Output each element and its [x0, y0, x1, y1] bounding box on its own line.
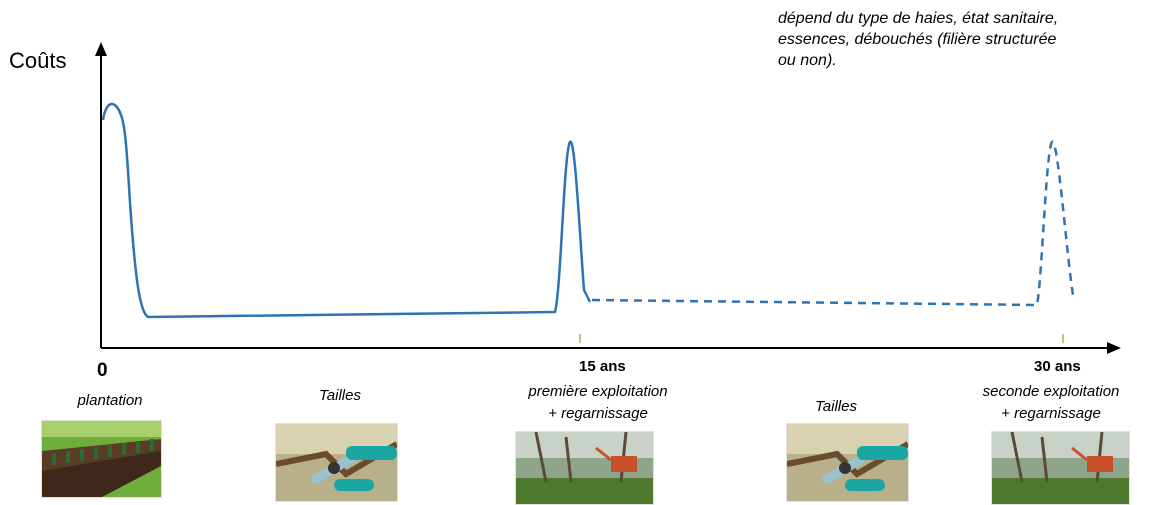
y-axis-label: Coûts — [9, 48, 67, 73]
milestone-15-line2: + regarnissage — [548, 405, 648, 422]
origin-label: 0 — [97, 360, 108, 381]
forestry-machine-photo-2 — [991, 431, 1130, 505]
y-axis-arrowhead — [95, 42, 107, 56]
note-text: dépend du type de haies, état sanitaire,… — [778, 10, 1059, 69]
pruning-shears-photo-2 — [786, 423, 909, 502]
stage-label-plantation: plantation — [77, 392, 143, 409]
cost-curve-solid — [101, 102, 592, 319]
milestone-30-line2: + regarnissage — [1001, 405, 1101, 422]
stage-label-tailles-2: Tailles — [815, 398, 857, 415]
forestry-machine-photo-1 — [515, 431, 654, 505]
stage-label-tailles-1: Tailles — [319, 387, 361, 404]
tick-label-15: 15 ans — [579, 358, 626, 375]
pruning-shears-photo-1 — [275, 423, 398, 502]
tick-label-30: 30 ans — [1034, 358, 1081, 375]
cost-curve-dashed — [591, 140, 1075, 307]
hedge-planting-photo — [41, 420, 162, 498]
milestone-30-line1: seconde exploitation — [982, 383, 1120, 400]
milestone-15-line1: première exploitation — [528, 383, 668, 400]
x-axis-arrowhead — [1107, 342, 1121, 354]
